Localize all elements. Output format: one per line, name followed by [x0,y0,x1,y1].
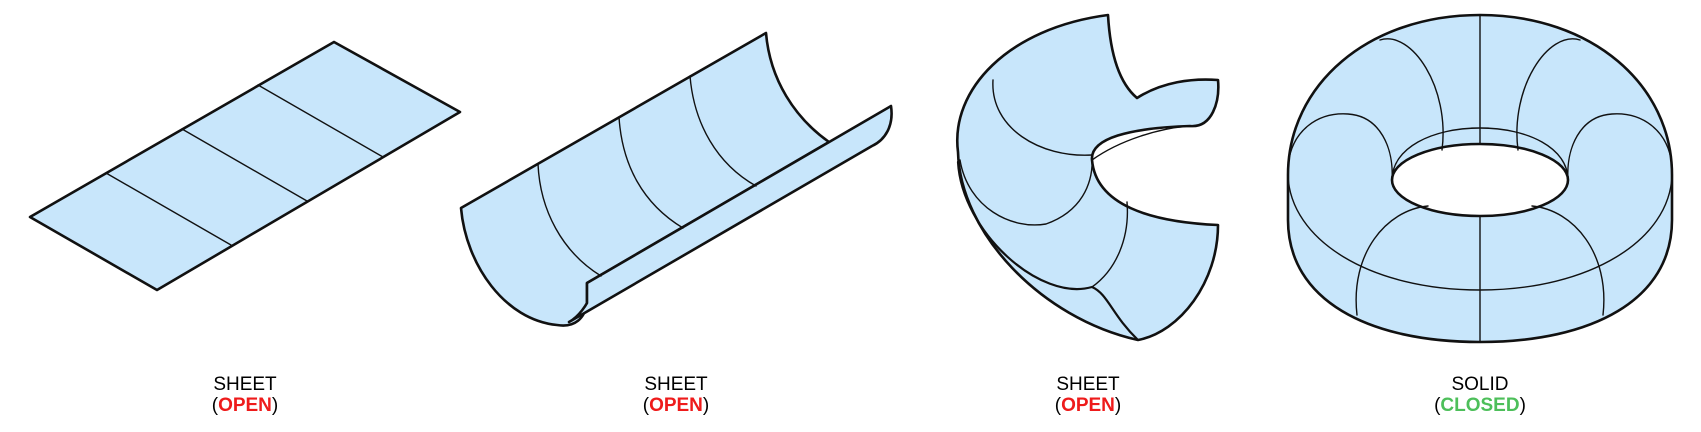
caption-label: SHEET [213,374,277,395]
caption-status-line: (CLOSED) [1370,395,1590,416]
paren-close: ) [702,395,710,416]
caption-status-line: (OPEN) [566,395,786,416]
half-cylinder-sheet-icon [459,31,893,327]
paren-close: ) [271,395,279,416]
status-text: CLOSED [1440,395,1520,416]
caption-partial-torus: SHEET (OPEN) [978,374,1198,416]
flat-sheet-icon [28,40,462,292]
paren-close: ) [1114,395,1122,416]
caption-half-cylinder: SHEET (OPEN) [566,374,786,416]
paren-open: ( [211,395,219,416]
caption-status-line: (OPEN) [978,395,1198,416]
torus-solid-icon [1286,13,1674,344]
caption-flat-sheet: SHEET (OPEN) [135,374,355,416]
caption-label: SOLID [1451,374,1509,395]
status-text: OPEN [1061,395,1115,416]
caption-status-line: (OPEN) [135,395,355,416]
status-text: OPEN [218,395,272,416]
caption-label: SHEET [1056,374,1120,395]
paren-open: ( [642,395,650,416]
status-text: OPEN [649,395,703,416]
paren-open: ( [1434,395,1441,416]
paren-close: ) [1519,395,1526,416]
caption-label: SHEET [644,374,708,395]
partial-torus-sheet-icon [955,13,1220,342]
paren-open: ( [1054,395,1062,416]
caption-torus-solid: SOLID (CLOSED) [1370,374,1590,416]
